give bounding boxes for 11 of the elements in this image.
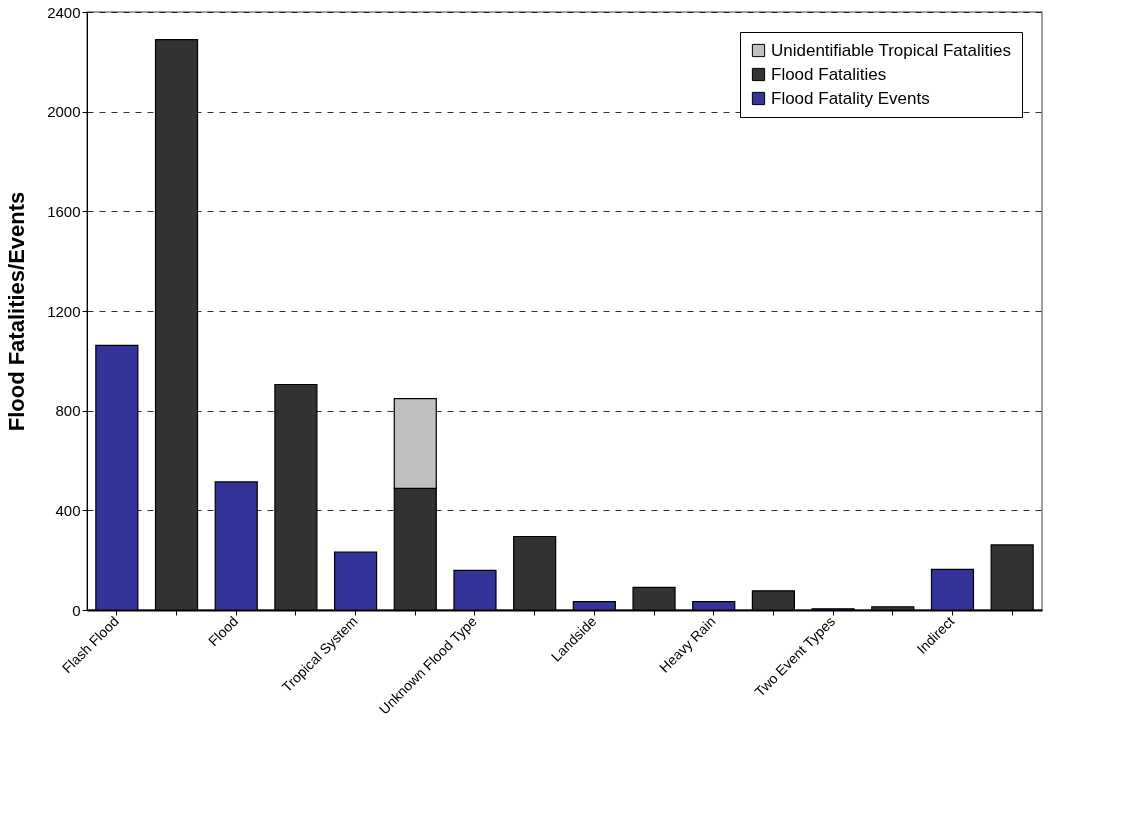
y-tick-label: 2000 bbox=[47, 103, 81, 121]
legend-label: Unidentifiable Tropical Fatalities bbox=[771, 40, 1012, 60]
y-tick-label: 1200 bbox=[47, 302, 81, 320]
legend-label: Flood Fatalities bbox=[771, 64, 887, 84]
y-tick-label: 2400 bbox=[47, 3, 81, 21]
y-axis-title: Flood Fatalities/Events bbox=[4, 191, 30, 432]
y-tick-label: 800 bbox=[55, 402, 81, 420]
legend-label: Flood Fatality Events bbox=[771, 88, 930, 108]
y-tick-label: 0 bbox=[72, 601, 81, 619]
y-tick-label: 1600 bbox=[47, 202, 81, 220]
y-tick-label: 400 bbox=[55, 501, 81, 519]
